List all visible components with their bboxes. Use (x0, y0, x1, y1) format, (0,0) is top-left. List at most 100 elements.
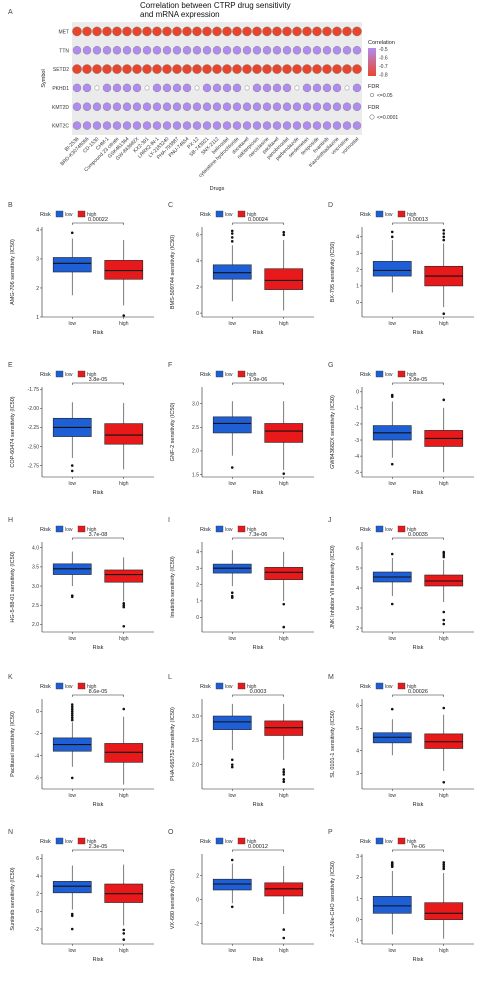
y-tick-label-g: -4 (355, 454, 360, 460)
x-axis-label-i: Risk (253, 645, 264, 651)
outlier-l-low (230, 763, 234, 766)
outlier-c-low (230, 236, 234, 239)
dotplot-dot (292, 46, 302, 55)
x-tick-label-n: high (119, 948, 129, 954)
outlier-l-high (282, 773, 286, 776)
box-c-high (264, 268, 304, 290)
dotplot-dot (94, 85, 100, 91)
y-axis-label-m: SL 0101-1 sensitivity (IC50) (330, 710, 336, 778)
legend-label-low-i: low (225, 527, 233, 533)
dotplot-dot (202, 121, 212, 130)
legend-title-b: Risk (40, 212, 51, 218)
dotplot-dot (272, 64, 282, 74)
box-b-low (52, 257, 92, 273)
box-f-low (212, 416, 252, 434)
outlier-g-low (390, 462, 394, 466)
legend-swatch-low-k (55, 682, 64, 690)
y-axis-label-g: GW843682X sensitivity (IC50) (330, 395, 336, 469)
dotplot-dot (292, 102, 302, 111)
x-tick-label-i: low (228, 636, 236, 642)
dotplot-dot (232, 26, 242, 37)
dotplot-dot (192, 64, 202, 74)
x-tick-label-j: low (388, 636, 396, 642)
y-axis-label-o: VX-680 sensitivity (IC50) (170, 869, 176, 930)
dotplot-dot (122, 121, 132, 130)
dotplot-dot (82, 26, 92, 37)
x-axis-label-n: Risk (93, 957, 104, 963)
legend-label-high-j: high (407, 527, 417, 533)
legend-label-high-g: high (407, 372, 417, 378)
pvalue-label-h: 3.7e-08 (89, 532, 108, 538)
legend-label-low-g: low (385, 372, 393, 378)
dotplot-dot (132, 64, 142, 74)
x-tick-label-l: low (228, 793, 236, 799)
legend-label-high-o: high (247, 839, 257, 845)
outlier-j-high (442, 550, 446, 554)
outlier-k-high (122, 707, 126, 711)
x-axis-label-c: Risk (253, 330, 264, 336)
dotplot-dot (302, 64, 312, 74)
y-tick-label-m: 6 (356, 704, 359, 710)
y-tick-label-h: 3.5 (32, 565, 39, 571)
y-axis-label-p: Z-LLNle-CHO sensitivity (IC50) (330, 861, 336, 937)
outlier-h-high (122, 603, 126, 607)
dotplot-gene-label: TTN (59, 48, 69, 54)
outlier-f-low (230, 466, 234, 469)
dotplot-dot (102, 121, 112, 130)
dotplot-dot (232, 46, 242, 55)
outlier-n-high (122, 928, 126, 932)
panel-label-i: I (168, 517, 170, 524)
outlier-p-high (442, 865, 446, 869)
y-tick-label-h: 4.0 (32, 546, 39, 552)
legend-title-i: Risk (200, 527, 211, 533)
dotplot-gene-label: SETD2 (53, 67, 69, 73)
panel-label-k: K (8, 674, 13, 681)
box-h-high (104, 569, 144, 583)
legend-title-e: Risk (40, 372, 51, 378)
outlier-d-high (442, 235, 446, 239)
dotplot-dot (322, 26, 332, 37)
dotplot-dot (332, 121, 342, 130)
y-axis-label-h: HG-5-88-01 sensitivity (IC50) (10, 551, 16, 622)
panel-label-j: J (328, 517, 332, 524)
dotplot-dot (72, 83, 82, 93)
dotplot-dot (302, 26, 312, 37)
y-tick-label-g: 0 (356, 390, 359, 396)
dotplot-dot (352, 46, 362, 55)
y-tick-label-l: 2.5 (192, 738, 199, 744)
legend-swatch-high-j (397, 525, 406, 533)
x-tick-label-k: low (68, 793, 76, 799)
legend-title-l: Risk (200, 684, 211, 690)
box-e-high (104, 423, 144, 445)
legend-swatch-high-g (397, 370, 406, 378)
dotplot-dot (222, 121, 232, 130)
x-tick-label-b: low (68, 321, 76, 327)
legend-swatch-low-c (215, 210, 224, 218)
dotplot-dot (92, 102, 102, 111)
dotplot-dot (112, 83, 122, 93)
legend-swatch-high-e (77, 370, 86, 378)
outlier-f-high (282, 472, 286, 475)
legend-label-high-l: high (247, 684, 257, 690)
dotplot-dot (312, 83, 322, 93)
y-tick-label-d: 3 (356, 251, 359, 257)
legend-swatch-low-b (55, 210, 64, 218)
legend-label-low-f: low (225, 372, 233, 378)
legend-title-h: Risk (40, 527, 51, 533)
legend-swatch-high-n (77, 837, 86, 845)
box-k-high (104, 743, 144, 763)
panel-label-m: M (328, 674, 334, 681)
panel-label-o: O (168, 829, 174, 836)
y-tick-label-j: 5 (356, 566, 359, 572)
dotplot-dot (72, 64, 82, 74)
y-tick-label-j: 6 (356, 546, 359, 552)
dotplot-dot (342, 26, 352, 37)
dotplot-gene-label: KMT2D (52, 105, 69, 111)
outlier-j-high (442, 553, 446, 557)
x-tick-label-h: low (68, 636, 76, 642)
panel-label-p: P (328, 829, 333, 836)
dotplot-dot (352, 121, 362, 130)
y-tick-label-b: 3 (36, 257, 39, 263)
y-tick-label-p: 2 (356, 875, 359, 881)
box-m-high (424, 733, 464, 749)
